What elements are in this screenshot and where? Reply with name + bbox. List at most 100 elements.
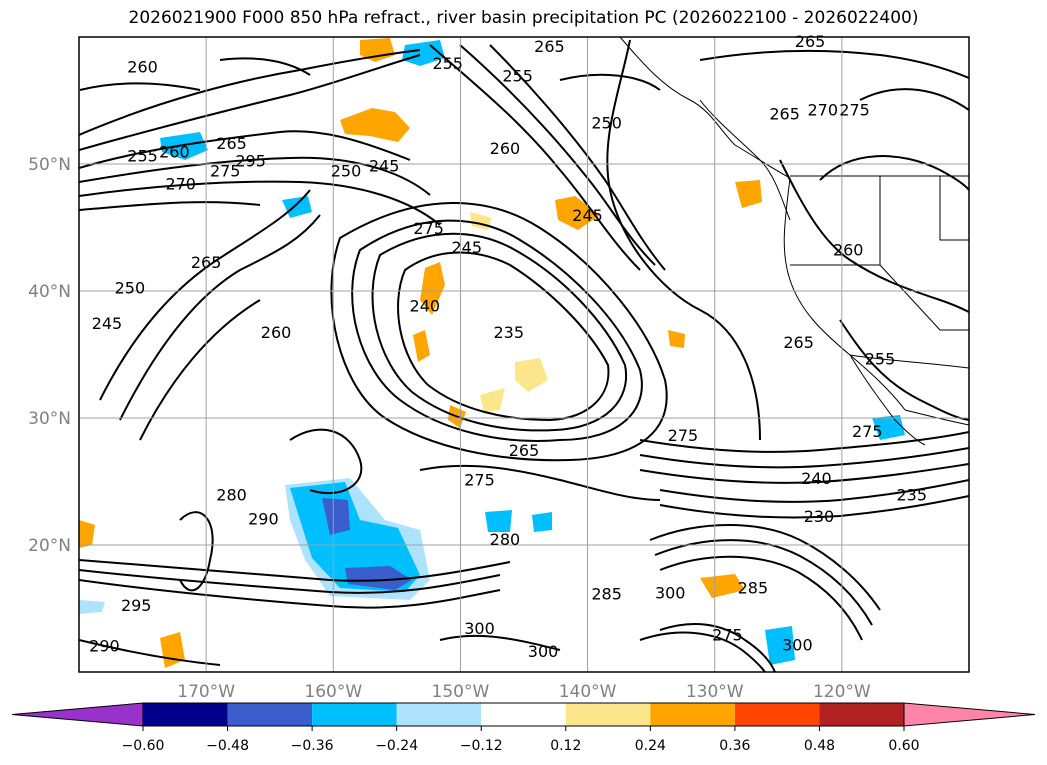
- contour-label: 245: [369, 157, 400, 176]
- border-state-3: [939, 176, 969, 241]
- contour-line: [659, 495, 969, 519]
- shade-strong-b: [345, 566, 412, 590]
- colorbar-box: [734, 703, 820, 726]
- colorbar-box: [565, 703, 651, 726]
- lat-tick-label: 40°N: [28, 282, 71, 302]
- contour-line: [439, 634, 561, 651]
- contour-line: [289, 428, 363, 495]
- contour-line: [79, 559, 511, 582]
- shade-orange-d: [668, 330, 685, 348]
- latitude-tick-labels: 50°N 40°N 30°N 20°N: [28, 155, 71, 556]
- contour-label: 290: [248, 510, 279, 529]
- shade-orange-top: [360, 38, 395, 62]
- lon-tick-label: 140°W: [559, 682, 617, 702]
- contour-label: 250: [115, 279, 146, 298]
- shade-yellow-b: [515, 358, 548, 392]
- shade-blue-b: [485, 510, 512, 532]
- contour-label: 275: [210, 162, 241, 181]
- contour-line: [79, 579, 501, 609]
- contour-line: [419, 464, 661, 501]
- colorbar-box: [143, 703, 228, 726]
- shade-light-e: [79, 600, 105, 614]
- contour-label: 260: [159, 143, 190, 162]
- contour-line: [649, 524, 881, 611]
- lon-tick-label: 120°W: [813, 682, 871, 702]
- lon-tick-label: 170°W: [177, 682, 235, 702]
- contour-line: [639, 447, 969, 469]
- contour-line: [371, 232, 628, 432]
- shade-orange-a: [413, 330, 430, 362]
- colorbar-box: [227, 703, 313, 726]
- colorbar-label: 0.12: [550, 738, 581, 754]
- contour-line: [639, 431, 969, 453]
- shade-blue-top: [402, 40, 445, 66]
- colorbar-extend-min: [11, 702, 144, 727]
- contour-label: 240: [410, 296, 441, 315]
- contour-line: [639, 631, 766, 672]
- contour-label: 260: [490, 139, 521, 158]
- contour-label: 250: [591, 113, 622, 132]
- contour-line: [351, 219, 643, 442]
- contour-label: 265: [795, 32, 826, 51]
- contour-label: 265: [783, 333, 814, 352]
- contour-line: [397, 251, 610, 422]
- lat-tick-label: 20°N: [28, 536, 71, 556]
- shade-blue-c: [532, 512, 552, 532]
- contour-label: 285: [591, 585, 622, 604]
- contour-label: 285: [738, 578, 769, 597]
- contour-label: 255: [127, 146, 158, 165]
- lat-tick-label: 50°N: [28, 155, 71, 175]
- contour-line: [779, 159, 969, 313]
- contour-line: [79, 54, 421, 151]
- contour-line: [459, 44, 656, 266]
- colorbar-label: −0.60: [122, 738, 165, 754]
- shade-yellow-c: [480, 388, 505, 412]
- contour-label: 300: [528, 642, 559, 661]
- contour-line: [79, 49, 421, 136]
- contour-label: 275: [839, 101, 870, 120]
- contour-label: 265: [534, 37, 565, 56]
- gridlines: [79, 37, 969, 672]
- colorbar-label: −0.12: [460, 738, 503, 754]
- contour-label: 260: [127, 58, 158, 77]
- contour-label: 265: [216, 134, 247, 153]
- contour-line: [79, 569, 501, 594]
- contour-line: [99, 189, 311, 401]
- contour-label: 280: [490, 530, 521, 549]
- colorbar-box: [312, 703, 397, 726]
- contour-label: 255: [502, 66, 533, 85]
- colorbar: −0.60 −0.48 −0.36 −0.24 −0.12 0.12 0.24 0.36 0.4…: [11, 702, 1036, 754]
- contour-label: 300: [782, 635, 813, 654]
- shade-orange-b: [555, 196, 600, 230]
- contour-line: [429, 44, 641, 271]
- colorbar-label: −0.36: [291, 738, 334, 754]
- contour-label: 260: [261, 323, 292, 342]
- contour-label: 290: [89, 637, 120, 656]
- contour-label: 275: [668, 426, 699, 445]
- contour-label: 265: [769, 105, 800, 124]
- contour-line: [659, 555, 863, 641]
- shade-strong-a: [322, 498, 350, 535]
- contour-line: [659, 479, 969, 503]
- contour-label: 275: [413, 219, 444, 238]
- colorbar-label: 0.60: [888, 738, 919, 754]
- colorbar-label: 0.24: [635, 738, 666, 754]
- contour-line: [489, 44, 666, 271]
- contour-line: [79, 156, 431, 196]
- shade-blue-d: [765, 626, 795, 665]
- colorbar-box: [819, 703, 904, 726]
- contour-label: 265: [191, 253, 222, 272]
- contour-line: [179, 511, 214, 592]
- contour-label: 230: [804, 507, 835, 526]
- contour-line: [654, 539, 873, 626]
- coastline-alaska: [619, 37, 791, 179]
- colorbar-extend-max: [903, 702, 1036, 727]
- colorbar-label: 0.36: [719, 738, 750, 754]
- coastline-baja: [849, 354, 926, 446]
- refractivity-contours: [79, 39, 969, 672]
- contour-line: [79, 180, 441, 226]
- contour-label: 245: [92, 314, 123, 333]
- contour-line: [79, 639, 221, 666]
- lat-tick-label: 30°N: [28, 409, 71, 429]
- contour-label: 260: [833, 240, 864, 259]
